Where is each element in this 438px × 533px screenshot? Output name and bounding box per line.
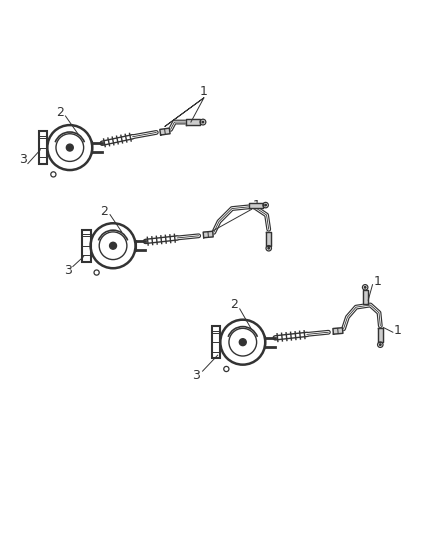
Circle shape	[265, 204, 266, 206]
Bar	[212, 326, 220, 358]
Polygon shape	[203, 231, 213, 238]
Circle shape	[379, 344, 381, 345]
Circle shape	[239, 338, 246, 345]
Polygon shape	[378, 328, 383, 342]
Text: 2: 2	[100, 205, 108, 217]
Polygon shape	[363, 289, 367, 304]
Bar	[82, 230, 91, 262]
Polygon shape	[333, 328, 343, 334]
Circle shape	[110, 243, 117, 249]
Bar	[39, 131, 47, 164]
Circle shape	[268, 247, 269, 249]
Text: 1: 1	[394, 325, 402, 337]
Circle shape	[66, 144, 73, 151]
Circle shape	[202, 121, 204, 123]
Text: 1: 1	[374, 274, 381, 288]
Polygon shape	[160, 128, 170, 135]
Text: 2: 2	[230, 298, 238, 311]
Text: 1: 1	[200, 85, 208, 98]
Text: 3: 3	[193, 369, 201, 382]
Circle shape	[364, 287, 366, 288]
Text: 1: 1	[253, 199, 261, 213]
Text: 3: 3	[64, 264, 71, 277]
Polygon shape	[186, 119, 201, 125]
Text: 2: 2	[56, 106, 64, 119]
Polygon shape	[266, 232, 271, 246]
Polygon shape	[249, 203, 263, 208]
Text: 3: 3	[19, 153, 27, 166]
